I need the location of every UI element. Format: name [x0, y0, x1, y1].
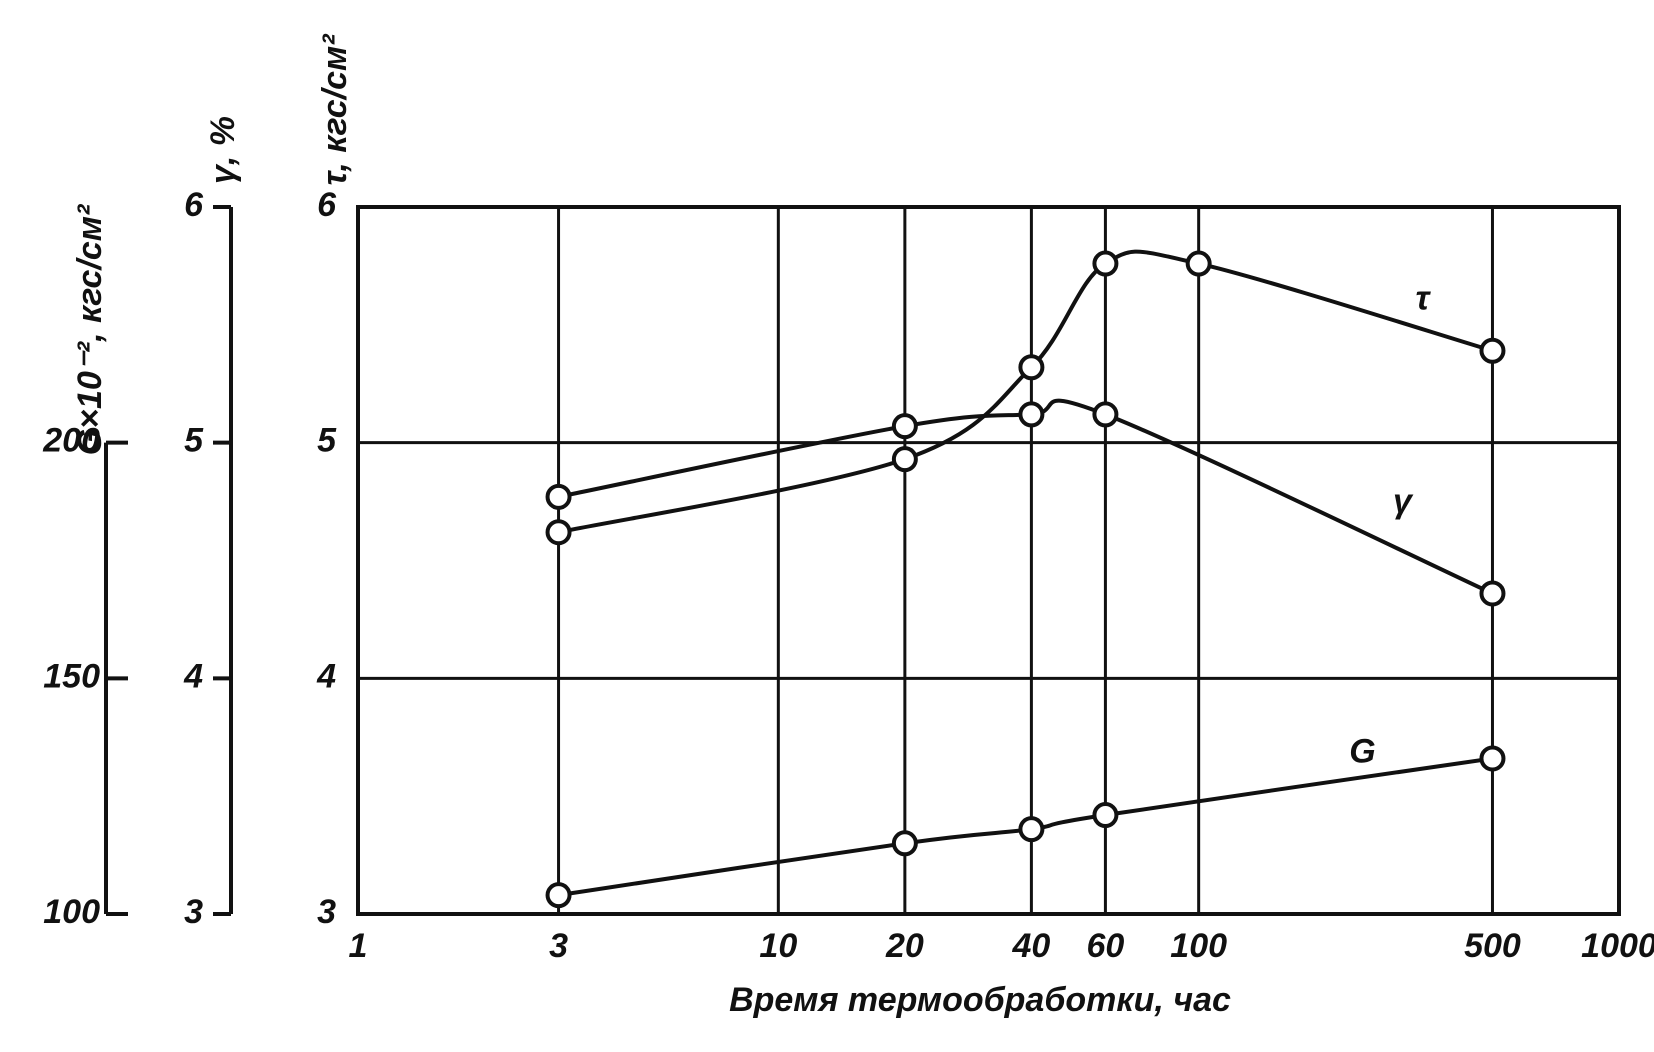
data-point [891, 446, 918, 473]
data-point [1479, 745, 1506, 772]
y2-tick-label: 3 [184, 893, 203, 931]
x-tick-label: 40 [1011, 927, 1050, 965]
y3-tick-label: 200 [42, 422, 100, 460]
data-point [545, 519, 572, 546]
y3-axis-title: G×10⁻², кгс/см² [71, 203, 109, 455]
plot-frame [356, 205, 1621, 916]
data-point [1018, 401, 1045, 428]
y3-tick-label: 150 [43, 657, 100, 695]
x-tick-label: 1 [349, 927, 368, 965]
data-point [1092, 250, 1119, 277]
x-tick-label: 60 [1087, 927, 1125, 965]
series-line [558, 398, 1494, 596]
y2-tick-label: 6 [184, 186, 204, 224]
data-point [1092, 401, 1119, 428]
data-point [1018, 816, 1045, 843]
data-point [1185, 250, 1212, 277]
x-tick-label: 3 [549, 927, 568, 965]
y-axis-title: τ, кгс/см² [316, 33, 354, 186]
x-tick-label: 20 [885, 927, 924, 965]
x-tick-label: 500 [1464, 927, 1521, 965]
data-point [1018, 354, 1045, 381]
y-tick-label: 4 [316, 657, 336, 695]
x-axis-title: Время термообработки, час [729, 981, 1231, 1019]
y2-axis-title: γ, % [204, 116, 242, 184]
y3-tick-label: 100 [43, 893, 100, 931]
series-label: G [1349, 732, 1375, 770]
data-point [891, 413, 918, 440]
data-point [545, 882, 572, 909]
series-label: γ [1393, 482, 1414, 520]
y-tick-label: 5 [317, 422, 337, 460]
series-line [558, 249, 1494, 535]
y2-tick-label: 4 [183, 657, 203, 695]
y-tick-label: 3 [317, 893, 336, 931]
data-point [1479, 337, 1506, 364]
x-tick-label: 100 [1170, 927, 1227, 965]
data-point [1092, 802, 1119, 829]
y-tick-label: 6 [317, 186, 337, 224]
data-point [891, 830, 918, 857]
y2-tick-label: 5 [184, 422, 204, 460]
data-point [545, 483, 572, 510]
data-point [1479, 580, 1506, 607]
series-label: τ [1416, 280, 1432, 318]
x-tick-label: 1000 [1581, 927, 1654, 965]
x-tick-label: 10 [759, 927, 797, 965]
